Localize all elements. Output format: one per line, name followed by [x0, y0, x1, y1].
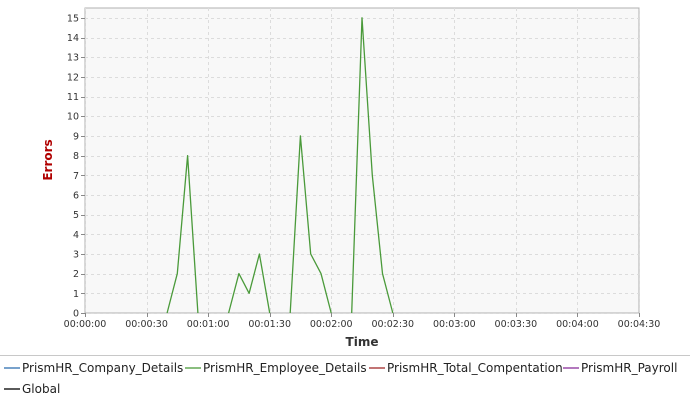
y-tick-label: 8 [73, 151, 79, 162]
y-tick-label: 5 [73, 210, 79, 221]
y-tick-label: 4 [73, 230, 79, 241]
legend-item: PrismHR_Total_Compentation [369, 361, 563, 375]
x-tick-label: 00:03:00 [433, 319, 476, 330]
x-tick-label: 00:03:30 [495, 319, 538, 330]
series-PrismHR_Employee_Details [166, 17, 394, 314]
y-tick-label: 13 [67, 53, 79, 64]
y-axis-title: Errors [41, 139, 55, 180]
y-tick-label: 7 [73, 171, 79, 182]
y-tick-label: 12 [67, 72, 79, 83]
y-tick-label: 0 [73, 309, 79, 320]
legend: PrismHR_Company_Details PrismHR_Employee_… [4, 361, 677, 396]
plot-area [84, 7, 640, 314]
legend-item: Global [4, 382, 60, 396]
y-tick-label: 2 [73, 269, 79, 280]
x-tick-label: 00:01:30 [248, 319, 291, 330]
series-line [289, 135, 332, 314]
y-tick-label: 11 [67, 92, 79, 103]
legend-label: Global [22, 382, 60, 396]
legend-item: PrismHR_Payroll [563, 361, 677, 375]
legend-label: PrismHR_Company_Details [22, 361, 183, 375]
legend-label: PrismHR_Total_Compentation [387, 361, 563, 375]
series-line [166, 154, 199, 314]
x-tick-label: 00:00:00 [64, 319, 107, 330]
axes: 00:00:00 00:00:30 00:01:00 00:01:30 00:02:00… [64, 13, 661, 330]
legend-label: PrismHR_Payroll [581, 361, 677, 375]
y-tick-label: 15 [67, 13, 79, 24]
x-tick-label: 00:02:30 [371, 319, 414, 330]
x-tick-label: 00:01:00 [187, 319, 230, 330]
legend-item: PrismHR_Employee_Details [185, 361, 367, 375]
x-tick-label: 00:04:30 [618, 319, 661, 330]
x-tick-label: 00:00:30 [125, 319, 168, 330]
y-tick-label: 1 [73, 289, 79, 300]
y-tick-label: 9 [73, 131, 79, 142]
series-layer [166, 17, 394, 314]
y-tick-label: 3 [73, 249, 79, 260]
x-tick-label: 00:02:00 [310, 319, 353, 330]
y-tick-label: 10 [67, 112, 79, 123]
grid-lines [85, 8, 640, 314]
y-tick-label: 6 [73, 190, 79, 201]
y-tick-label: 14 [67, 33, 79, 44]
x-axis-title: Time [346, 335, 379, 349]
x-tick-label: 00:04:00 [556, 319, 599, 330]
series-line [351, 17, 394, 314]
legend-item: PrismHR_Company_Details [4, 361, 183, 375]
legend-label: PrismHR_Employee_Details [203, 361, 367, 375]
series-line [227, 253, 271, 314]
